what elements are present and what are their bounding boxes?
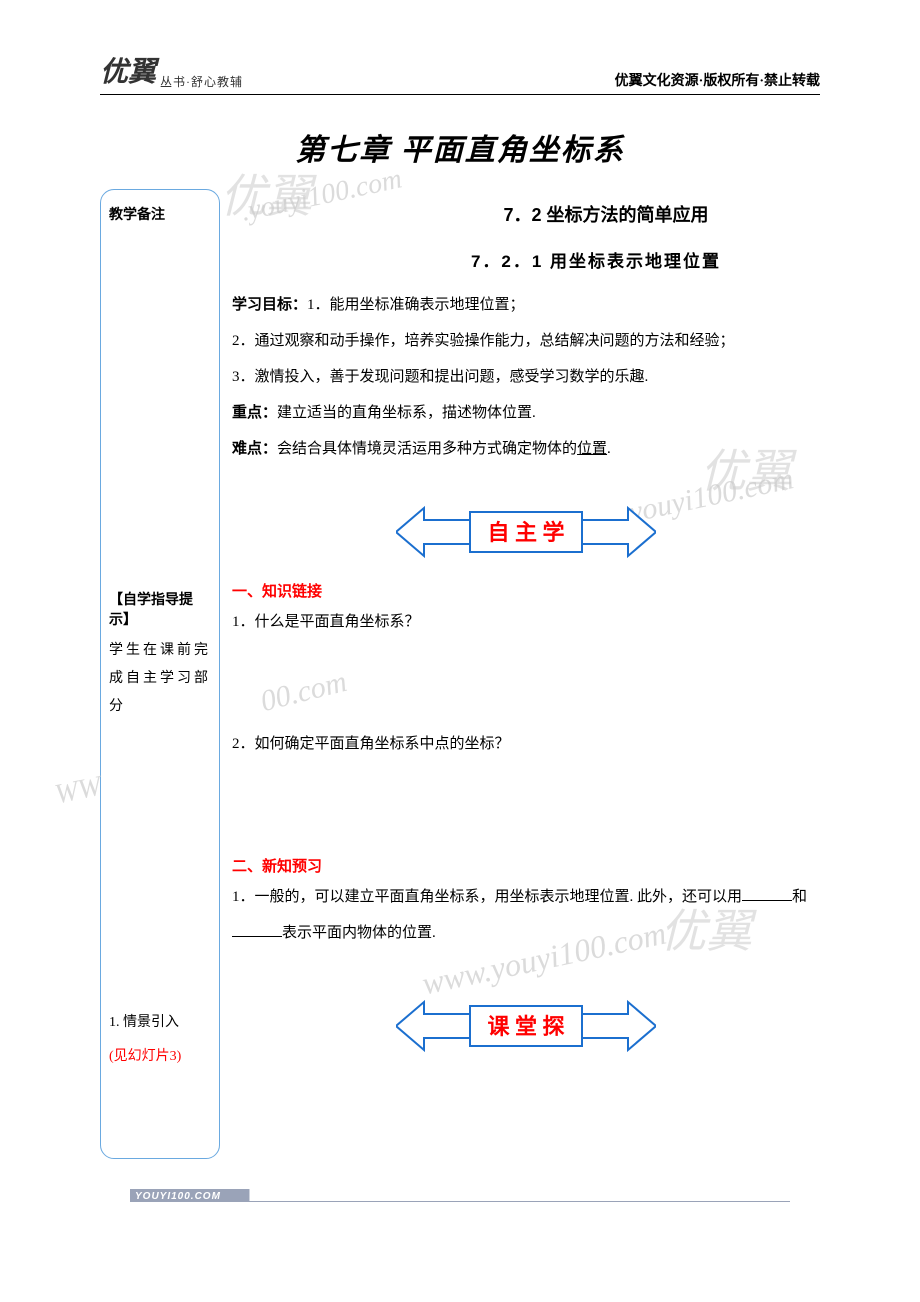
banner-class-explore: 课 堂 探 — [232, 998, 820, 1054]
watermark-www: WW — [52, 770, 104, 811]
main-content: 7．2 坐标方法的简单应用 7．2．1 用坐标表示地理位置 学习目标：1．能用坐… — [232, 189, 820, 1159]
blank-1 — [742, 885, 792, 901]
logo-sub-text: 丛书·舒心教辅 — [160, 73, 243, 90]
goal-1-text: 1．能用坐标准确表示地理位置； — [307, 297, 525, 313]
key-label: 重点： — [232, 404, 277, 421]
section-knowledge-link: 一、知识链接 — [232, 580, 820, 601]
header-right-text: 优翼文化资源·版权所有·禁止转载 — [615, 70, 820, 90]
sidebar: 教学备注 【自学指导提示】 学生在课前完成自主学习部分 1. 情景引入 (见幻灯… — [100, 189, 220, 1159]
diff-text-underline: 位置 — [577, 441, 607, 457]
key-point: 重点：建立适当的直角坐标系，描述物体位置. — [232, 398, 820, 428]
preview-para-1: 1．一般的，可以建立平面直角坐标系，用坐标表示地理位置. 此外，还可以用 和 — [232, 882, 820, 912]
key-text: 建立适当的直角坐标系，描述物体位置. — [277, 405, 536, 421]
logo-area: 优翼 丛书·舒心教辅 — [100, 50, 243, 90]
sidebar-notes-title: 教学备注 — [109, 204, 211, 224]
section-7-2-title: 7．2 坐标方法的简单应用 — [392, 201, 820, 227]
learning-goal-2: 2．通过观察和动手操作，培养实验操作能力，总结解决问题的方法和经验； — [232, 326, 820, 356]
logo-main-text: 优翼 — [100, 50, 156, 90]
sidebar-guide-block: 【自学指导提示】 学生在课前完成自主学习部分 — [109, 589, 211, 721]
goal-label: 学习目标： — [232, 296, 307, 313]
page-header: 优翼 丛书·舒心教辅 优翼文化资源·版权所有·禁止转载 — [100, 50, 820, 95]
preview-1a: 1．一般的，可以建立平面直角坐标系，用坐标表示地理位置. 此外，还可以用 — [232, 889, 742, 905]
question-2: 2．如何确定平面直角坐标系中点的坐标？ — [232, 729, 820, 759]
sidebar-scenario-intro: 1. 情景引入 — [109, 1011, 211, 1031]
banner-1-text: 自 主 学 — [487, 520, 564, 545]
difficult-point: 难点：会结合具体情境灵活运用多种方式确定物体的位置. — [232, 434, 820, 464]
preview-2-text: 表示平面内物体的位置. — [282, 925, 436, 941]
learning-goal-3: 3．激情投入，善于发现问题和提出问题，感受学习数学的乐趣. — [232, 362, 820, 392]
sidebar-bottom-block: 1. 情景引入 (见幻灯片3) — [109, 1011, 211, 1065]
footer-site-text: YOUYI100.COM — [135, 1191, 221, 1202]
footer-bar — [130, 1189, 790, 1202]
chapter-title: 第七章 平面直角坐标系 — [100, 125, 820, 169]
sidebar-guide-note: 学生在课前完成自主学习部分 — [109, 637, 211, 721]
banner-2-text: 课 堂 探 — [487, 1014, 564, 1039]
section-7-2-1-title: 7．2．1 用坐标表示地理位置 — [372, 247, 820, 272]
diff-label: 难点： — [232, 440, 277, 457]
question-1: 1．什么是平面直角坐标系？ — [232, 607, 820, 637]
sidebar-slide-ref: (见幻灯片3) — [109, 1045, 211, 1065]
diff-text: 会结合具体情境灵活运用多种方式确定物体的 — [277, 441, 577, 457]
blank-2 — [232, 921, 282, 937]
preview-1b: 和 — [792, 889, 807, 905]
preview-para-2: 表示平面内物体的位置. — [232, 918, 820, 948]
learning-goal-1: 学习目标：1．能用坐标准确表示地理位置； — [232, 290, 820, 320]
section-preview: 二、新知预习 — [232, 855, 820, 876]
banner-self-study: 自 主 学 — [232, 504, 820, 560]
sidebar-guide-title: 【自学指导提示】 — [109, 589, 211, 629]
